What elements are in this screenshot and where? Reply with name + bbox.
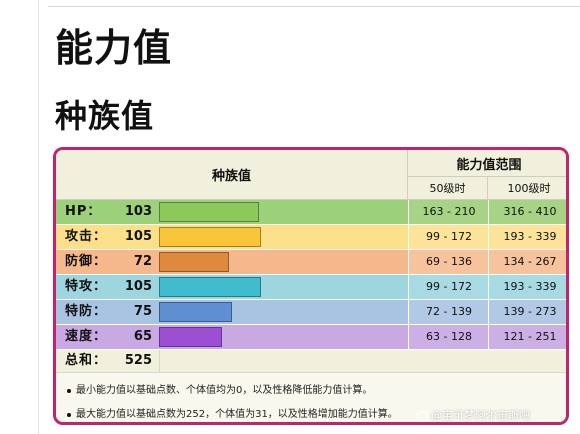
watermark-text: @宝可梦阿尔宙斯吧 — [431, 409, 530, 422]
base-stats-table: 种族值 能力值范围 50级时 100级时 HP： 103 163 - 210 316 … — [53, 147, 569, 425]
stat-bar — [159, 227, 261, 247]
range-lv100: 193 - 339 — [488, 275, 566, 299]
stat-bar — [159, 252, 229, 272]
stat-value: 105 — [124, 229, 152, 244]
notes-list: 最小能力值以基础点数、个体值均为0，以及性格降低能力值计算。 最大能力值以基础点… — [56, 372, 566, 422]
range-lv100: 316 - 410 — [488, 200, 566, 224]
range-lv50: 99 - 172 — [408, 275, 489, 299]
page-title: 能力值 — [55, 26, 173, 70]
range-lv50: 163 - 210 — [408, 200, 489, 224]
stat-bar — [159, 277, 261, 297]
section-title: 种族值 — [55, 97, 155, 135]
stat-value: 105 — [124, 279, 152, 294]
note-item: 最大能力值以基础点数为252，个体值为31，以及性格增加能力值计算。 — [56, 403, 566, 422]
total-divider — [159, 350, 160, 372]
stat-bar-track — [159, 202, 406, 222]
header-stat-range: 能力值范围 — [408, 150, 566, 177]
stat-value: 103 — [124, 204, 152, 219]
stat-label: 速度： — [65, 329, 108, 344]
range-lv100: 134 - 267 — [488, 250, 566, 274]
header-level-50: 50级时 — [408, 177, 488, 200]
stat-row: 特攻： 105 99 - 172 193 - 339 — [56, 275, 566, 300]
range-lv50: 72 - 139 — [408, 300, 489, 324]
range-lv50: 63 - 128 — [408, 325, 489, 349]
range-lv50: 99 - 172 — [408, 225, 489, 249]
bullet-icon — [67, 413, 71, 417]
stat-row: HP： 103 163 - 210 316 - 410 — [56, 200, 566, 225]
stat-bar-track — [159, 277, 406, 297]
stat-label: 特攻： — [65, 279, 108, 294]
left-divider — [38, 0, 39, 434]
top-divider — [48, 6, 580, 7]
stat-value: 72 — [133, 254, 152, 269]
stat-label: 特防： — [65, 304, 108, 319]
note-text: 最小能力值以基础点数、个体值均为0，以及性格降低能力值计算。 — [76, 385, 373, 396]
bullet-icon — [67, 389, 71, 393]
watermark: @宝可梦阿尔宙斯吧 — [417, 407, 530, 425]
stat-label: HP： — [65, 204, 102, 219]
stat-bar-track — [159, 302, 406, 322]
stat-bar-track — [159, 227, 406, 247]
header-level-100: 100级时 — [488, 177, 566, 200]
stat-label: 攻击： — [65, 229, 108, 244]
total-label: 总和： — [65, 353, 108, 368]
range-lv100: 193 - 339 — [488, 225, 566, 249]
stat-row: 特防： 75 72 - 139 139 - 273 — [56, 300, 566, 325]
stat-bar-track — [159, 252, 406, 272]
stat-label: 防御： — [65, 254, 108, 269]
stat-row: 速度： 65 63 - 128 121 - 251 — [56, 325, 566, 350]
stat-row: 防御： 72 69 - 136 134 - 267 — [56, 250, 566, 275]
stat-value: 75 — [133, 304, 152, 319]
note-item: 最小能力值以基础点数、个体值均为0，以及性格降低能力值计算。 — [56, 379, 566, 403]
stat-bar-track — [159, 327, 406, 347]
range-lv100: 121 - 251 — [488, 325, 566, 349]
note-text: 最大能力值以基础点数为252，个体值为31，以及性格增加能力值计算。 — [76, 409, 398, 420]
total-value: 525 — [124, 353, 152, 368]
stat-row: 攻击： 105 99 - 172 193 - 339 — [56, 225, 566, 250]
weibo-logo-icon — [417, 410, 428, 422]
stat-bar — [159, 327, 222, 347]
total-row: 总和： 525 — [56, 350, 566, 372]
stat-bar — [159, 202, 259, 222]
stat-value: 65 — [133, 329, 152, 344]
range-lv100: 139 - 273 — [488, 300, 566, 324]
stat-bar — [159, 302, 232, 322]
range-lv50: 69 - 136 — [408, 250, 489, 274]
header-base-stats: 种族值 — [56, 150, 408, 200]
